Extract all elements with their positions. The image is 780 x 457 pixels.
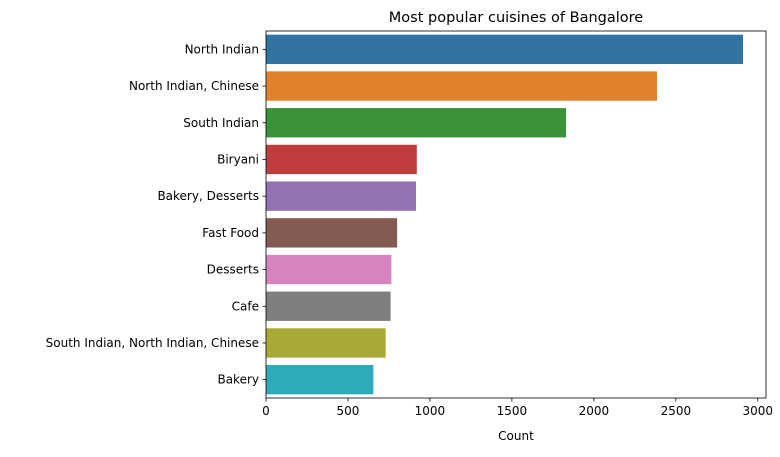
x-tick-label: 3000 [743,404,774,418]
plot-frame [265,30,767,399]
y-tick-label: Cafe [232,299,259,313]
y-tick-label: Desserts [207,263,259,277]
bar [266,181,416,211]
y-tick-label: North Indian [185,42,259,56]
y-tick-label: Bakery, Desserts [157,189,259,203]
y-axis-ticks: North Indian North Indian, Chinese South I… [46,42,266,387]
bar [266,254,392,285]
bar [266,291,391,321]
y-tick-label: Fast Food [202,226,259,240]
x-tick-label: 2500 [661,404,692,418]
x-tick-label: 2000 [579,404,610,418]
x-tick-label: 1000 [415,404,446,418]
y-tick-label: Biryani [217,152,259,166]
x-axis-ticks: 0 500 1000 1500 2000 2500 3000 [262,398,773,418]
bars-layer [266,34,744,395]
x-tick-label: 500 [337,404,360,418]
x-tick-label: 0 [262,404,270,418]
x-tick-label: 1500 [497,404,528,418]
y-tick-label: South Indian [183,116,259,130]
bar [266,218,398,248]
y-tick-label: North Indian, Chinese [129,79,259,93]
bar [266,34,744,65]
y-tick-label: Bakery [217,373,259,387]
bar [266,108,566,138]
bar [266,71,657,101]
chart-title: Most popular cuisines of Bangalore [389,10,643,26]
bar [266,364,374,395]
bar [266,144,417,175]
x-axis-title: Count [498,429,534,443]
bar [266,328,386,358]
y-tick-label: South Indian, North Indian, Chinese [46,336,259,350]
